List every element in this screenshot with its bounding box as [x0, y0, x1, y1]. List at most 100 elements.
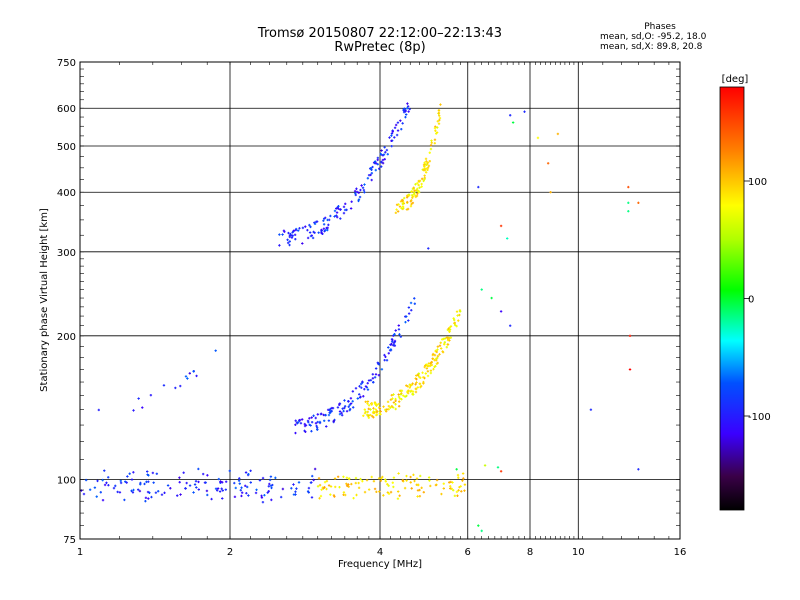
data-point	[103, 483, 107, 487]
data-point	[204, 481, 207, 484]
data-point	[458, 310, 462, 313]
data-point	[258, 479, 262, 482]
data-point	[549, 191, 552, 194]
data-point	[154, 491, 158, 494]
data-point	[628, 368, 632, 371]
data-point	[431, 352, 435, 356]
data-point	[409, 481, 412, 484]
data-point	[460, 490, 463, 493]
data-point	[395, 133, 399, 137]
data-point	[152, 481, 155, 484]
data-point	[373, 376, 377, 379]
data-point	[416, 192, 419, 195]
data-point	[430, 363, 434, 367]
data-point	[431, 357, 434, 360]
data-point	[439, 103, 442, 106]
data-point	[224, 480, 228, 483]
data-point	[294, 423, 297, 426]
data-point	[342, 475, 345, 478]
data-point	[279, 495, 283, 499]
data-point	[480, 288, 483, 291]
data-point	[388, 136, 391, 139]
data-point	[391, 397, 394, 400]
data-point	[458, 313, 461, 317]
chart-subtitle: RwPretec (8p)	[334, 40, 426, 55]
data-point	[459, 485, 462, 488]
data-point	[413, 189, 416, 192]
data-point	[426, 166, 430, 169]
data-point	[357, 199, 360, 203]
data-point	[329, 410, 333, 413]
data-point	[294, 431, 297, 435]
data-point	[397, 395, 401, 399]
data-point	[480, 529, 483, 533]
data-point	[357, 191, 360, 194]
data-point	[323, 486, 326, 489]
phases-heading: Phases	[644, 22, 676, 32]
data-point	[483, 464, 487, 467]
data-point	[355, 493, 358, 497]
data-point	[389, 348, 393, 351]
data-point	[269, 484, 273, 487]
data-point	[298, 227, 301, 230]
data-point	[352, 406, 355, 409]
data-point	[325, 479, 329, 483]
data-point	[390, 134, 393, 137]
data-point	[384, 478, 387, 481]
data-point	[363, 183, 366, 186]
data-point	[327, 218, 331, 222]
data-point	[359, 188, 362, 192]
x-tick-label: 6	[465, 547, 471, 558]
data-point	[292, 483, 295, 486]
data-point	[414, 388, 418, 391]
data-point	[270, 498, 273, 502]
data-point	[386, 400, 390, 404]
data-point	[95, 495, 98, 498]
data-point	[286, 241, 290, 245]
data-point	[411, 392, 414, 395]
data-point	[440, 492, 443, 496]
data-point	[322, 219, 325, 222]
data-point	[627, 201, 630, 205]
data-point	[453, 321, 456, 325]
data-point	[403, 107, 406, 110]
data-point	[399, 335, 403, 338]
x-tick-label: 2	[227, 547, 233, 558]
data-point	[233, 481, 236, 485]
data-point	[299, 421, 303, 425]
data-point	[369, 408, 372, 411]
data-point	[179, 493, 182, 496]
data-point	[261, 500, 265, 504]
data-point	[344, 202, 347, 206]
data-point	[307, 420, 310, 424]
data-point	[281, 233, 284, 236]
data-point	[628, 334, 632, 338]
data-point	[435, 350, 438, 354]
data-point	[438, 118, 441, 122]
data-point	[288, 240, 292, 243]
data-point	[132, 488, 135, 492]
data-point	[394, 211, 398, 215]
data-point	[463, 483, 467, 486]
data-point	[395, 208, 398, 211]
data-point	[93, 486, 97, 489]
data-point	[371, 165, 374, 169]
data-point	[420, 177, 424, 181]
data-point	[329, 407, 332, 411]
data-point	[359, 382, 363, 386]
data-point	[144, 499, 147, 503]
data-point	[101, 498, 105, 502]
data-point	[136, 488, 140, 491]
y-axis-label: Stationary phase Virtual Height [km]	[39, 208, 50, 392]
data-point	[237, 479, 241, 482]
data-point	[433, 126, 437, 130]
data-point	[405, 384, 408, 387]
data-point	[403, 486, 407, 490]
data-point	[381, 475, 384, 479]
data-point	[268, 478, 272, 482]
data-point	[157, 490, 160, 493]
data-point	[409, 301, 413, 305]
data-point	[141, 406, 144, 409]
data-point	[143, 482, 146, 486]
data-point	[422, 376, 425, 379]
